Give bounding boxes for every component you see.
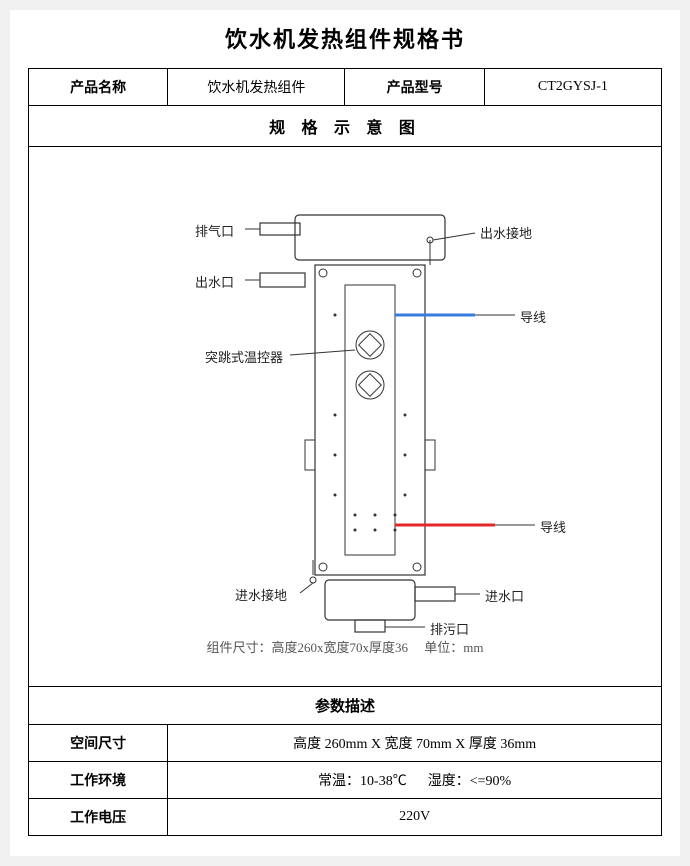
product-model-label: 产品型号 — [345, 69, 484, 106]
label-drain: 排污口 — [430, 619, 469, 638]
diagram-wrap: 排气口 出水接地 出水口 导线 突跳式温控器 导线 进水接地 进水口 排污口 组… — [35, 155, 655, 678]
param-row-voltage: 工作电压 220V — [29, 799, 662, 836]
label-outlet: 出水口 — [195, 272, 234, 291]
product-model-value: CT2GYSJ-1 — [484, 69, 661, 106]
spec-page: 饮水机发热组件规格书 产品名称 饮水机发热组件 产品型号 CT2GYSJ-1 规… — [10, 10, 680, 856]
size-label: 空间尺寸 — [29, 725, 168, 762]
label-outlet-ground: 出水接地 — [480, 223, 532, 242]
caption-dim: 组件尺寸：高度260x宽度70x厚度36 — [207, 640, 409, 655]
diagram-title: 规 格 示 意 图 — [29, 106, 662, 147]
diagram-caption: 组件尺寸：高度260x宽度70x厚度36 单位：mm — [35, 637, 655, 656]
product-name-value: 饮水机发热组件 — [168, 69, 345, 106]
diagram-cell: 排气口 出水接地 出水口 导线 突跳式温控器 导线 进水接地 进水口 排污口 组… — [29, 147, 662, 687]
product-name-label: 产品名称 — [29, 69, 168, 106]
env-temp: 常温：10-38℃ — [318, 774, 407, 789]
param-row-env: 工作环境 常温：10-38℃ 湿度：<=90% — [29, 762, 662, 799]
page-title: 饮水机发热组件规格书 — [28, 22, 662, 54]
caption-unit: 单位：mm — [424, 640, 483, 655]
env-humid: 湿度：<=90% — [428, 774, 511, 789]
header-row: 产品名称 饮水机发热组件 产品型号 CT2GYSJ-1 — [29, 69, 662, 106]
param-row-size: 空间尺寸 高度 260mm X 宽度 70mm X 厚度 36mm — [29, 725, 662, 762]
label-exhaust: 排气口 — [195, 221, 234, 240]
env-label: 工作环境 — [29, 762, 168, 799]
voltage-label: 工作电压 — [29, 799, 168, 836]
label-wire2: 导线 — [540, 517, 566, 536]
schematic-svg — [35, 155, 685, 695]
label-inlet-ground: 进水接地 — [235, 585, 287, 604]
env-value: 常温：10-38℃ 湿度：<=90% — [168, 762, 662, 799]
voltage-value: 220V — [168, 799, 662, 836]
label-wire1: 导线 — [520, 307, 546, 326]
label-inlet: 进水口 — [485, 586, 524, 605]
size-value: 高度 260mm X 宽度 70mm X 厚度 36mm — [168, 725, 662, 762]
spec-table: 产品名称 饮水机发热组件 产品型号 CT2GYSJ-1 规 格 示 意 图 — [28, 68, 662, 836]
label-thermostat: 突跳式温控器 — [205, 347, 283, 366]
